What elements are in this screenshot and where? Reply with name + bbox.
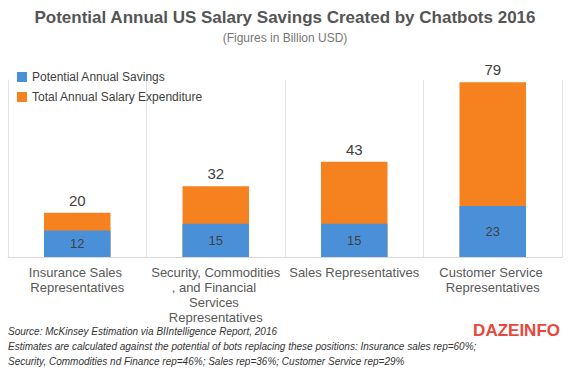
svg-text:32: 32 — [207, 165, 224, 182]
svg-text:Representatives: Representatives — [446, 280, 540, 295]
svg-text:Potential Annual Savings: Potential Annual Savings — [32, 70, 165, 84]
svg-text:Potential Annual US Salary Sav: Potential Annual US Salary Savings Creat… — [34, 8, 535, 27]
svg-text:12: 12 — [70, 236, 84, 251]
svg-text:Total Annual Salary Expenditur: Total Annual Salary Expenditure — [32, 90, 202, 104]
svg-text:43: 43 — [346, 141, 363, 158]
svg-text:Security, Commodities: Security, Commodities — [151, 265, 281, 280]
svg-text:20: 20 — [69, 192, 86, 209]
svg-text:Services: Services — [189, 295, 242, 310]
svg-text:Estimates are calculated again: Estimates are calculated against the pot… — [8, 341, 477, 352]
svg-text:Security, Commodities nd Finan: Security, Commodities nd Finance rep=46%… — [8, 356, 405, 367]
svg-text:(Figures in Billion USD): (Figures in Billion USD) — [223, 31, 348, 45]
svg-text:15: 15 — [347, 233, 361, 248]
svg-text:DAZEINFO: DAZEINFO — [473, 321, 560, 340]
svg-text:23: 23 — [486, 224, 500, 239]
svg-text:Representatives: Representatives — [30, 280, 124, 295]
svg-text:, and Financial: , and Financial — [172, 280, 260, 295]
svg-text:Insurance Sales: Insurance Sales — [29, 265, 126, 280]
svg-text:Sales Representatives: Sales Representatives — [289, 265, 420, 280]
svg-text:Customer Service: Customer Service — [439, 265, 546, 280]
svg-text:Source: McKinsey Estimation vi: Source: McKinsey Estimation via BIIntell… — [8, 326, 277, 337]
svg-text:15: 15 — [209, 233, 223, 248]
svg-text:Representatives: Representatives — [169, 310, 263, 325]
svg-text:79: 79 — [484, 61, 501, 78]
